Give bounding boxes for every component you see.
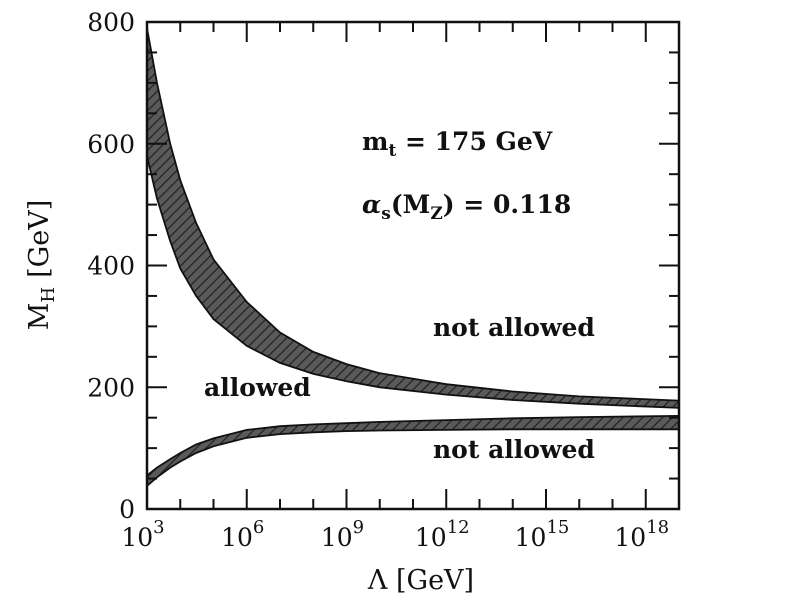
- band-1: [147, 27, 679, 409]
- y-tick-label: 0: [119, 495, 135, 524]
- label-not-allowed-lower: not allowed: [433, 435, 595, 464]
- alpha-symbol: α: [362, 190, 381, 219]
- x-tick-label: 1018: [614, 517, 669, 552]
- annotation-alpha: αs(MZ) = 0.118: [362, 190, 571, 224]
- y-tick-label: 400: [87, 252, 135, 281]
- y-tick-label: 800: [87, 8, 135, 37]
- x-tick-label: 1015: [515, 517, 570, 552]
- label-allowed: allowed: [204, 373, 311, 402]
- mt-subscript: t: [388, 141, 396, 161]
- y-axis-unit: [GeV]: [24, 200, 55, 278]
- alpha-arg-subscript: Z: [430, 204, 442, 224]
- y-axis-title: MH [GeV]: [24, 200, 59, 330]
- y-axis-symbol: M: [24, 303, 55, 331]
- alpha-arg: (M: [391, 190, 431, 219]
- ticks: [146, 21, 680, 510]
- band-2: [147, 414, 679, 488]
- x-axis-title: Λ [GeV]: [367, 565, 474, 594]
- y-tick-label: 200: [87, 373, 135, 402]
- mt-symbol: m: [362, 127, 388, 156]
- x-tick-label: 103: [121, 517, 164, 552]
- mt-value: = 175 GeV: [396, 127, 552, 156]
- y-axis-subscript: H: [38, 287, 59, 303]
- x-tick-label: 1012: [415, 517, 470, 552]
- y-tick-labels: 0 200 400 600 800: [87, 8, 135, 524]
- alpha-subscript: s: [381, 204, 391, 224]
- y-tick-label: 600: [87, 130, 135, 159]
- x-tick-labels: 103 106 109 1012 1015 1018: [121, 517, 669, 552]
- x-tick-label: 106: [221, 517, 264, 552]
- label-not-allowed-upper: not allowed: [433, 313, 595, 342]
- x-tick-label: 109: [321, 517, 364, 552]
- alpha-value: ) = 0.118: [443, 190, 571, 219]
- annotation-mt: mt = 175 GeV: [362, 127, 553, 161]
- bands: [147, 27, 679, 488]
- plot-frame: [145, 20, 681, 511]
